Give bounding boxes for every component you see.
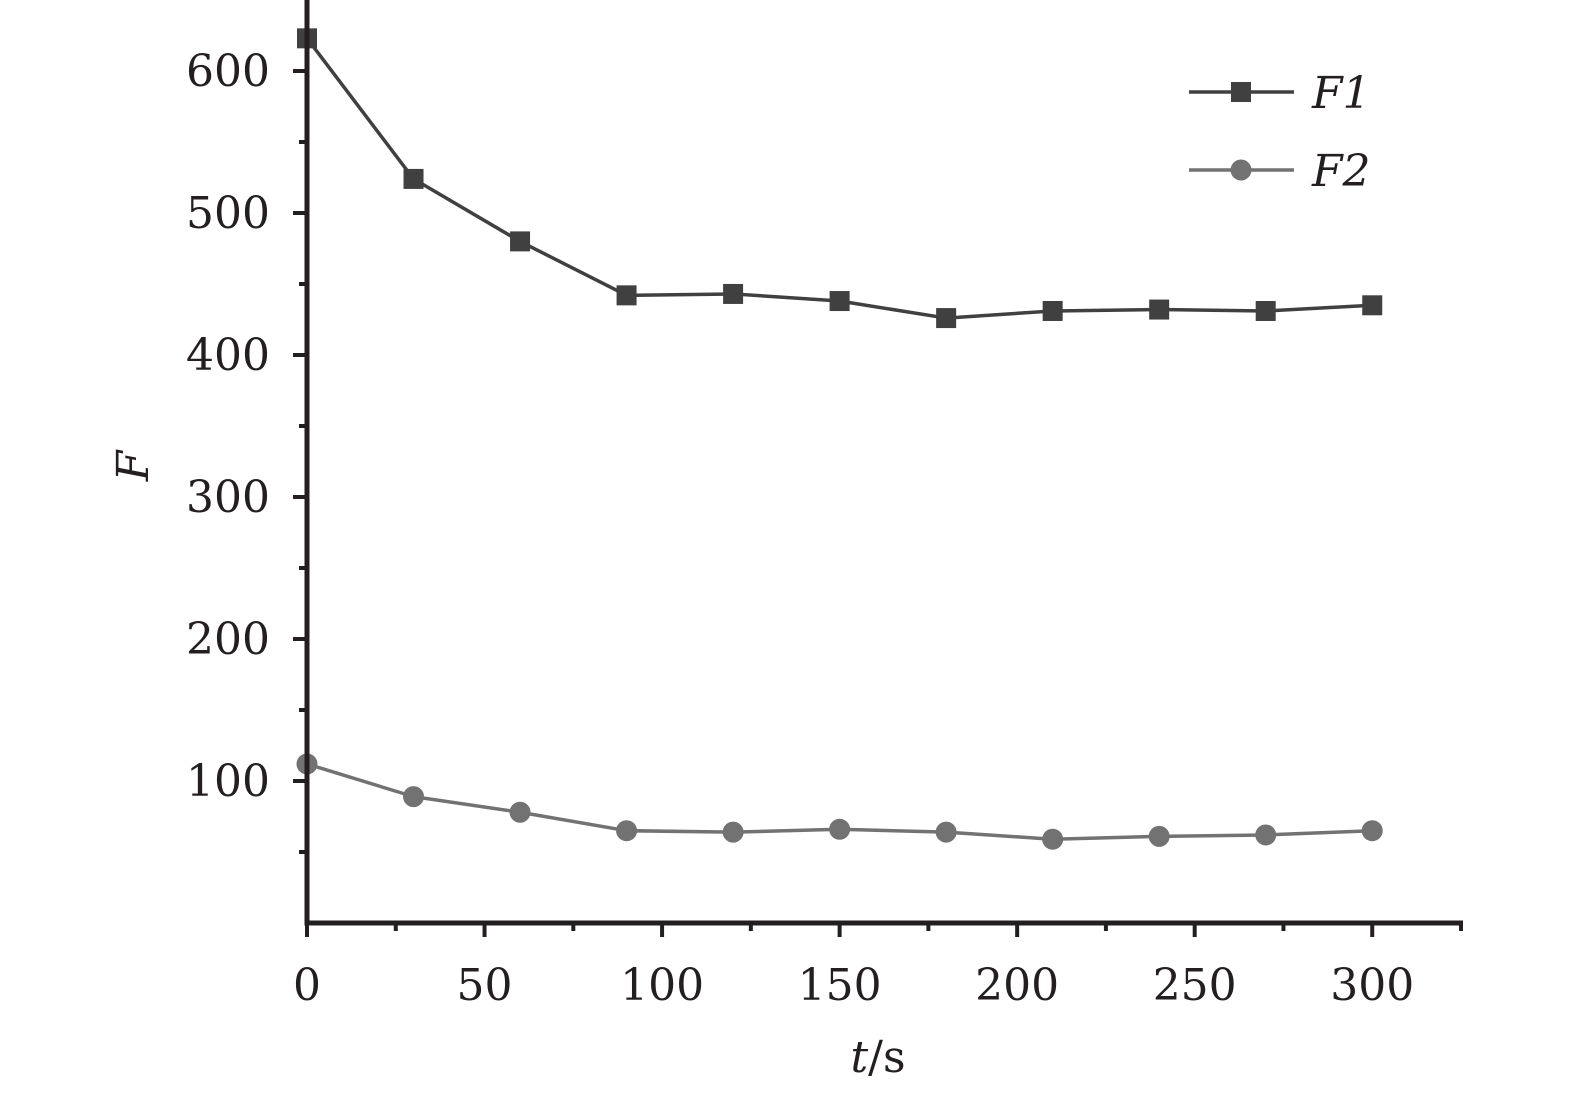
data-point-f2	[1255, 824, 1277, 846]
x-axis-title: t/s	[850, 1032, 905, 1083]
legend-label-f2: F2	[1311, 146, 1371, 197]
data-point-f1	[510, 231, 531, 252]
y-axis-title: F	[108, 449, 159, 482]
x-axis-title-unit: /s	[868, 1032, 905, 1083]
plot-area	[296, 28, 1383, 850]
data-point-f1	[1042, 300, 1063, 321]
data-point-f1	[1149, 299, 1170, 320]
data-point-f2	[1042, 828, 1064, 850]
data-point-f1	[616, 285, 637, 306]
y-tick-label: 600	[186, 46, 270, 97]
legend-item-f2: F2	[1189, 146, 1371, 197]
x-tick-label: 250	[1153, 960, 1237, 1011]
axes	[304, 0, 1463, 926]
data-point-f2	[616, 820, 638, 842]
data-point-f2	[1148, 825, 1170, 847]
data-point-f1	[1255, 300, 1276, 321]
data-point-f2	[509, 801, 531, 823]
y-tick-label: 400	[186, 330, 270, 381]
x-tick-label: 200	[975, 960, 1059, 1011]
series-f2	[296, 753, 1383, 850]
series-f1	[297, 28, 1383, 329]
legend-item-f1: F1	[1189, 68, 1371, 119]
data-point-f2	[829, 818, 851, 840]
x-tick-label: 300	[1330, 960, 1414, 1011]
legend-marker-f1	[1231, 82, 1251, 102]
legend-label-f1: F1	[1311, 68, 1371, 119]
data-point-f1	[829, 291, 850, 312]
data-point-f1	[723, 283, 744, 304]
data-point-f2	[722, 821, 744, 843]
legend-marker-f2	[1230, 159, 1252, 181]
x-tick-label: 0	[293, 960, 321, 1011]
x-axis-title-variable: t	[850, 1032, 868, 1083]
data-point-f1	[936, 308, 957, 329]
data-point-f2	[935, 821, 957, 843]
y-tick-label: 300	[186, 472, 270, 523]
y-tick-label: 500	[186, 188, 270, 239]
data-point-f1	[403, 168, 424, 189]
data-point-f2	[403, 786, 425, 808]
series-line-f1	[305, 37, 1373, 320]
legend: F1 F2	[1189, 68, 1371, 197]
data-point-f1	[1362, 295, 1383, 316]
x-tick-label: 100	[620, 960, 704, 1011]
x-tick-label: 150	[798, 960, 882, 1011]
data-point-f2	[1361, 820, 1383, 842]
axis-ticks: 0 50 100 150 200 250 300 100 200 300 400 500 600	[186, 46, 1463, 1011]
x-tick-label: 50	[457, 960, 513, 1011]
y-tick-label: 200	[186, 614, 270, 665]
y-tick-label: 100	[186, 756, 270, 807]
